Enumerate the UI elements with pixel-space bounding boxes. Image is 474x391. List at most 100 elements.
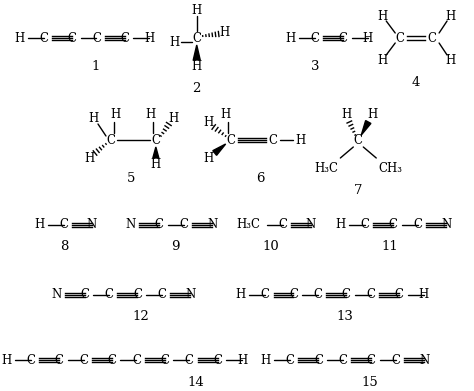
Text: C: C [367,353,376,366]
Text: H: H [367,108,377,122]
Text: H: H [236,289,246,301]
Text: N: N [87,219,97,231]
Text: C: C [155,219,164,231]
Text: C: C [289,289,298,301]
Text: 2: 2 [192,81,201,95]
Text: H: H [363,32,373,45]
Text: 11: 11 [382,240,399,253]
Text: C: C [59,219,68,231]
Text: H₃C: H₃C [237,219,261,231]
Text: 8: 8 [60,240,68,253]
Text: C: C [313,289,322,301]
Text: C: C [179,219,188,231]
Text: H: H [219,27,230,39]
Polygon shape [361,120,371,135]
Text: C: C [133,289,142,301]
Text: 5: 5 [127,172,135,185]
Text: H: H [220,108,231,122]
Text: 15: 15 [362,375,379,389]
Text: H: H [203,151,214,165]
Text: H: H [377,54,387,66]
Text: C: C [151,133,160,147]
Text: C: C [366,289,375,301]
Text: H: H [335,219,346,231]
Text: H: H [191,4,202,16]
Text: H: H [88,111,98,124]
Text: N: N [207,219,217,231]
Text: C: C [268,133,277,147]
Text: C: C [391,353,400,366]
Text: C: C [108,353,117,366]
Text: C: C [80,289,89,301]
Text: C: C [261,289,270,301]
Text: H: H [295,133,306,147]
Text: 13: 13 [337,310,354,323]
Text: C: C [26,353,35,366]
Text: C: C [39,32,48,45]
Polygon shape [193,45,200,60]
Text: C: C [314,353,323,366]
Text: C: C [396,32,405,45]
Text: 3: 3 [311,59,319,72]
Text: 1: 1 [92,59,100,72]
Text: 4: 4 [412,77,420,90]
Text: C: C [55,353,64,366]
Text: C: C [389,219,398,231]
Text: C: C [338,353,347,366]
Text: 7: 7 [354,183,363,197]
Text: H: H [377,9,387,23]
Text: C: C [157,289,166,301]
Text: C: C [428,32,437,45]
Text: H: H [144,32,155,45]
Text: H: H [34,219,44,231]
Text: H: H [419,289,429,301]
Text: C: C [310,32,319,45]
Text: H: H [169,111,179,124]
Text: C: C [92,32,101,45]
Polygon shape [213,144,226,155]
Text: N: N [185,289,195,301]
Text: H: H [1,353,11,366]
Text: C: C [213,353,222,366]
Text: C: C [160,353,169,366]
Text: H: H [170,36,180,50]
Text: C: C [360,219,369,231]
Text: H: H [14,32,24,45]
Text: C: C [79,353,88,366]
Text: C: C [185,353,194,366]
Text: C: C [226,133,235,147]
Text: N: N [51,289,61,301]
Text: 12: 12 [133,310,149,323]
Text: N: N [441,219,451,231]
Text: C: C [132,353,141,366]
Text: H: H [151,158,161,172]
Text: H₃C: H₃C [314,161,338,174]
Text: C: C [285,353,294,366]
Text: H: H [445,9,455,23]
Text: C: C [339,32,348,45]
Text: C: C [413,219,422,231]
Text: 14: 14 [187,375,204,389]
Text: H: H [285,32,296,45]
Text: H: H [445,54,455,66]
Text: N: N [126,219,136,231]
Text: H: H [341,108,351,122]
Text: C: C [278,219,287,231]
Text: 9: 9 [172,240,180,253]
Text: N: N [306,219,316,231]
Text: H: H [146,108,156,122]
Polygon shape [153,147,159,158]
Text: C: C [395,289,404,301]
Text: H: H [203,115,214,129]
Text: H: H [237,353,247,366]
Text: C: C [342,289,351,301]
Text: C: C [68,32,77,45]
Text: C: C [107,133,116,147]
Text: CH₃: CH₃ [378,161,402,174]
Text: H: H [111,108,121,122]
Text: C: C [192,32,201,45]
Text: C: C [354,133,363,147]
Text: 6: 6 [256,172,265,185]
Text: H: H [84,151,94,165]
Text: H: H [260,353,271,366]
